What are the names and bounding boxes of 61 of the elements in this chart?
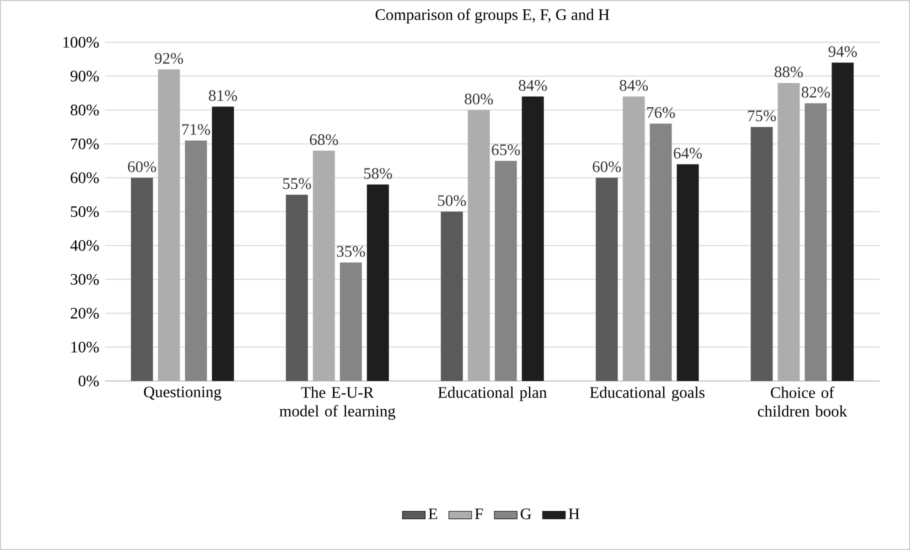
legend-label: H: [568, 508, 580, 520]
bar: [286, 194, 308, 382]
data-label: 64%: [674, 148, 702, 159]
bar: [650, 124, 672, 382]
bar: [622, 96, 645, 382]
data-label: 81%: [208, 90, 238, 102]
y-tick-label: 70%: [71, 138, 99, 150]
x-tick-label: Questioning: [144, 386, 222, 401]
bar: [468, 110, 490, 382]
data-label: 50%: [438, 195, 466, 206]
data-label: 58%: [364, 168, 392, 179]
data-label: 88%: [774, 66, 803, 78]
x-tick-label: Educational goals: [590, 386, 704, 402]
bar: [184, 140, 207, 382]
bar: [130, 178, 153, 382]
y-tick-label: 50%: [70, 206, 99, 218]
legend-label: E: [428, 508, 438, 520]
x-tick-label: Choice of children book: [758, 386, 848, 417]
bar: [804, 103, 827, 382]
data-label: 71%: [182, 124, 210, 135]
y-tick-label: 80%: [70, 104, 99, 116]
bar: [494, 160, 517, 382]
y-tick-label: 0%: [78, 376, 99, 386]
data-label: 84%: [518, 80, 547, 91]
data-label: 76%: [647, 107, 675, 118]
data-label: 35%: [337, 246, 366, 257]
bar: [312, 150, 335, 382]
bar: [366, 184, 389, 382]
bar: [832, 62, 854, 382]
bar: [676, 164, 699, 382]
y-tick-label: 90%: [70, 70, 99, 82]
bar: [158, 69, 180, 382]
bar: [778, 82, 800, 382]
y-tick-label: 20%: [70, 308, 99, 319]
data-label: 82%: [802, 86, 830, 98]
y-tick-label: 40%: [70, 240, 99, 251]
bar: [340, 262, 362, 382]
data-label: 75%: [748, 110, 776, 122]
bar: [750, 126, 773, 382]
x-tick-label: Educational plan: [438, 386, 547, 402]
data-label: 94%: [828, 46, 857, 58]
data-label: 55%: [283, 178, 312, 190]
data-label: 68%: [310, 134, 338, 146]
y-tick-label: 100%: [63, 36, 99, 48]
data-label: 92%: [154, 52, 184, 64]
bar: [440, 212, 463, 382]
x-tick-label: The E-U-R model of learning: [280, 386, 396, 420]
bar: [212, 106, 234, 382]
legend-label: F: [475, 508, 483, 520]
data-label: 60%: [592, 161, 621, 172]
legend-label: G: [520, 508, 532, 520]
data-label: 80%: [464, 94, 493, 104]
data-label: 60%: [128, 161, 156, 172]
chart-title: Comparison of groups E, F, G and H: [376, 8, 610, 24]
y-tick-label: 10%: [71, 342, 99, 353]
bar: [596, 178, 618, 382]
y-tick-label: 60%: [70, 172, 99, 184]
bar: [522, 96, 544, 382]
data-label: 84%: [620, 80, 648, 91]
y-tick-label: 30%: [70, 274, 99, 285]
data-label: 65%: [492, 144, 520, 156]
